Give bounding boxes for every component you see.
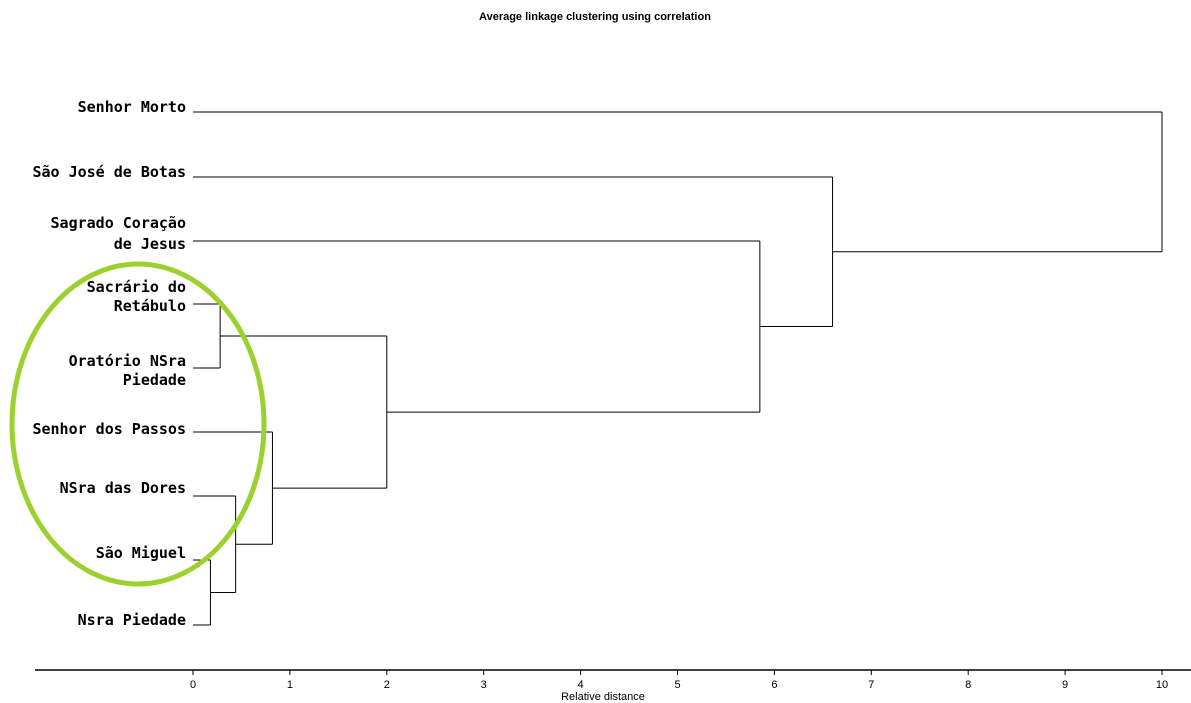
leaf-label: Sacrário do xyxy=(87,278,186,296)
leaf-label: Retábulo xyxy=(114,297,186,315)
x-tick-label: 9 xyxy=(1062,679,1068,691)
x-axis-ticks: 0 1 2 3 4 5 6 7 8 9 10 xyxy=(190,670,1168,691)
x-tick-label: 5 xyxy=(674,679,680,691)
dendrogram-links xyxy=(193,112,1162,625)
leaf-label: São Miguel xyxy=(96,544,186,562)
leaf-label: NSra das Dores xyxy=(60,479,186,497)
leaf-label: São José de Botas xyxy=(32,163,186,181)
x-tick-label: 1 xyxy=(287,679,293,691)
x-tick-label: 4 xyxy=(578,679,584,691)
leaf-label: Oratório NSra xyxy=(69,352,186,370)
x-tick-label: 0 xyxy=(190,679,196,691)
leaf-labels: Senhor Morto São José de Botas Sagrado Cor… xyxy=(32,98,186,629)
x-tick-label: 6 xyxy=(771,679,777,691)
leaf-label: Senhor dos Passos xyxy=(32,420,186,438)
x-tick-label: 8 xyxy=(965,679,971,691)
x-tick-label: 7 xyxy=(868,679,874,691)
x-axis-title: Relative distance xyxy=(561,691,645,703)
leaf-label: Sagrado Coração xyxy=(51,214,186,232)
leaf-label: Nsra Piedade xyxy=(78,611,186,629)
x-tick-label: 3 xyxy=(481,679,487,691)
leaf-label: Senhor Morto xyxy=(78,98,186,116)
chart-title: Average linkage clustering using correla… xyxy=(479,11,711,23)
leaf-label: de Jesus xyxy=(114,235,186,253)
leaf-label: Piedade xyxy=(123,371,186,389)
x-tick-label: 10 xyxy=(1156,679,1168,691)
x-tick-label: 2 xyxy=(384,679,390,691)
